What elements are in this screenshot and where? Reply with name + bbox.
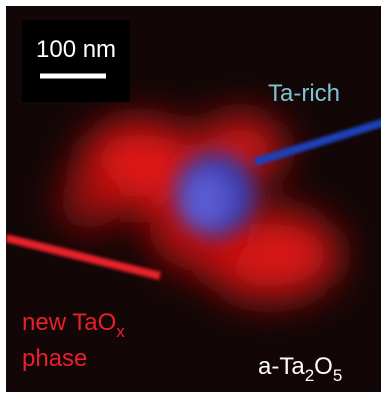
image-area: 100 nm Ta-rich new TaOx phase a-Ta2O5 — [6, 6, 385, 392]
label-text: new TaO — [22, 309, 116, 336]
label-part: O — [314, 353, 333, 380]
label-part: a-Ta — [258, 353, 305, 380]
scale-label: 100 nm — [36, 36, 116, 63]
blue-particle — [175, 153, 255, 237]
subscript: 2 — [305, 366, 314, 385]
ta-rich-label: Ta-rich — [268, 80, 340, 107]
phase-label: phase — [22, 345, 87, 372]
subscript: x — [116, 322, 125, 341]
micrograph: 100 nm Ta-rich new TaOx phase a-Ta2O5 — [0, 0, 387, 398]
subscript: 5 — [333, 366, 342, 385]
